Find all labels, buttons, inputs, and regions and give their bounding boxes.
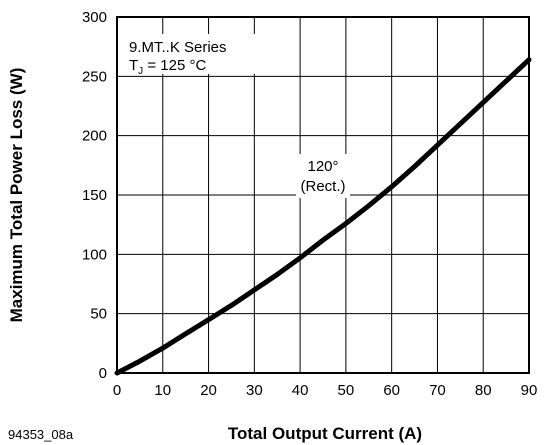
legend-temperature-label: TJ = 125 °C [129, 57, 206, 77]
x-tick-label: 60 [383, 382, 400, 399]
legend-box-background [121, 34, 259, 74]
x-axis-ticks: 0 10 20 30 40 50 60 70 80 90 [113, 382, 538, 399]
x-tick-label: 0 [113, 382, 121, 399]
annotation-background [296, 154, 350, 198]
x-tick-label: 10 [154, 382, 171, 399]
annotation-angle-label: 120° [307, 158, 338, 175]
y-tick-label: 200 [82, 128, 107, 145]
y-tick-label: 0 [99, 365, 107, 382]
annotation-waveform-label: (Rect.) [301, 178, 346, 195]
power-loss-curve [114, 57, 532, 376]
legend-box: 9.MT..K Series TJ = 125 °C [121, 34, 259, 77]
y-tick-label: 250 [82, 68, 107, 85]
x-tick-label: 90 [521, 382, 538, 399]
figure-id: 94353_08a [8, 427, 74, 442]
y-axis-title: Maximum Total Power Loss (W) [7, 68, 26, 323]
plot-frame [116, 16, 530, 374]
y-tick-label: 150 [82, 187, 107, 204]
x-axis-title: Total Output Current (A) [228, 424, 422, 443]
x-tick-label: 70 [429, 382, 446, 399]
annotation: 120° (Rect.) [296, 154, 350, 198]
x-tick-label: 80 [475, 382, 492, 399]
x-tick-label: 40 [292, 382, 309, 399]
legend-series-label: 9.MT..K Series [129, 39, 227, 56]
x-tick-label: 20 [200, 382, 217, 399]
y-tick-label: 100 [82, 246, 107, 263]
y-axis-ticks: 0 50 100 150 200 250 300 [82, 9, 107, 382]
x-tick-label: 50 [338, 382, 355, 399]
y-tick-label: 50 [90, 306, 107, 323]
y-tick-label: 300 [82, 9, 107, 26]
x-tick-label: 30 [246, 382, 263, 399]
